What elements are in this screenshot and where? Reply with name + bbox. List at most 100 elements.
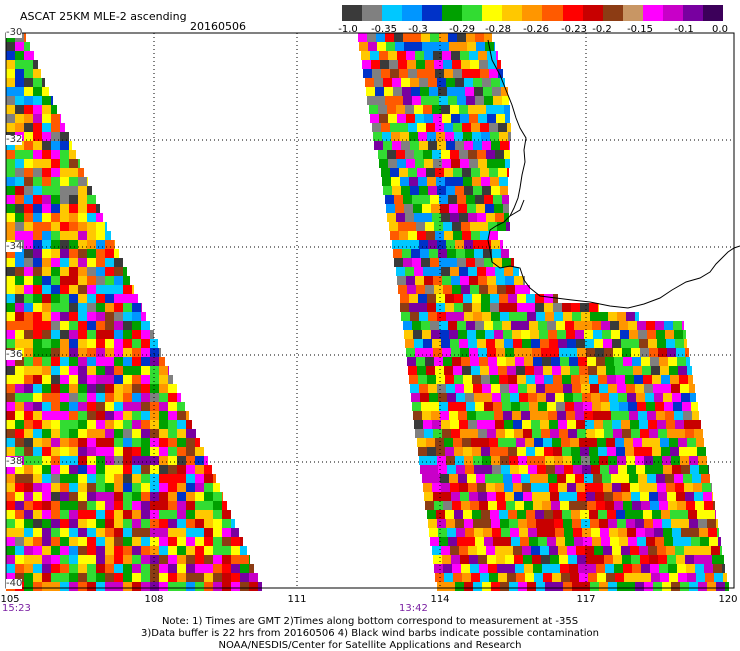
wind-cell <box>159 348 161 357</box>
wind-cell <box>426 168 435 177</box>
wind-cell <box>123 483 132 492</box>
wind-cell <box>78 213 87 222</box>
wind-cell <box>598 303 599 312</box>
wind-cell <box>439 537 448 546</box>
wind-cell <box>649 555 658 564</box>
wind-cell <box>15 357 24 366</box>
wind-cell <box>6 276 15 285</box>
wind-cell <box>87 195 96 204</box>
wind-cell <box>6 492 15 501</box>
wind-cell <box>666 339 675 348</box>
wind-cell <box>505 348 514 357</box>
wind-cell <box>477 483 486 492</box>
wind-cell <box>507 168 509 177</box>
wind-cell <box>609 465 618 474</box>
wind-cell <box>587 564 596 573</box>
wind-cell <box>78 321 87 330</box>
wind-cell <box>60 411 69 420</box>
wind-cell <box>421 33 430 42</box>
wind-cell <box>648 420 657 429</box>
wind-cell <box>503 330 512 339</box>
wind-cell <box>581 384 590 393</box>
wind-cell <box>51 123 60 132</box>
wind-cell <box>469 159 478 168</box>
wind-cell <box>505 114 510 123</box>
wind-cell <box>51 303 60 312</box>
wind-cell <box>493 537 502 546</box>
wind-cell <box>397 159 406 168</box>
wind-cell <box>709 537 718 546</box>
wind-cell <box>520 321 529 330</box>
wind-cell <box>432 150 441 159</box>
wind-cell <box>568 492 577 501</box>
wind-cell <box>540 546 549 555</box>
wind-cell <box>105 420 114 429</box>
wind-cell <box>542 357 551 366</box>
wind-cell <box>396 267 405 276</box>
wind-cell <box>430 33 439 42</box>
wind-cell <box>24 195 33 204</box>
wind-cell <box>222 492 223 501</box>
wind-cell <box>418 294 427 303</box>
wind-cell <box>195 438 200 447</box>
wind-cell <box>512 330 521 339</box>
wind-cell <box>132 303 141 312</box>
wind-cell <box>42 582 51 591</box>
wind-cell <box>454 510 463 519</box>
wind-cell <box>123 393 132 402</box>
wind-cell <box>24 213 33 222</box>
wind-cell <box>51 564 60 573</box>
wind-cell <box>434 60 443 69</box>
wind-cell <box>6 285 15 294</box>
wind-cell <box>437 141 446 150</box>
wind-cell <box>6 330 15 339</box>
wind-cell <box>554 456 563 465</box>
wind-cell <box>632 564 641 573</box>
wind-cell <box>367 33 376 42</box>
wind-cell <box>195 447 204 456</box>
wind-cell <box>114 573 123 582</box>
wind-cell <box>667 348 676 357</box>
wind-cell <box>33 285 42 294</box>
wind-cell <box>594 483 603 492</box>
time-label-left: 15:23 <box>2 603 31 614</box>
wind-cell <box>484 537 493 546</box>
wind-cell <box>24 204 33 213</box>
wind-cell <box>6 429 15 438</box>
wind-cell <box>204 474 213 483</box>
wind-cell <box>204 537 213 546</box>
wind-cell <box>419 141 428 150</box>
wind-cell <box>425 222 434 231</box>
wind-cell <box>448 402 457 411</box>
wind-cell <box>682 402 691 411</box>
wind-cell <box>664 537 673 546</box>
wind-cell <box>449 474 458 483</box>
wind-cell <box>123 582 132 591</box>
wind-cell <box>69 384 78 393</box>
wind-cell <box>60 213 69 222</box>
wind-cell <box>641 357 650 366</box>
wind-cell <box>506 501 515 510</box>
wind-cell <box>458 42 467 51</box>
wind-cell <box>371 60 380 69</box>
wind-cell <box>96 483 105 492</box>
wind-cell <box>96 339 105 348</box>
wind-cell <box>431 474 440 483</box>
wind-cell <box>514 492 523 501</box>
wind-cell <box>69 303 78 312</box>
wind-cell <box>42 267 51 276</box>
wind-cell <box>622 492 631 501</box>
wind-cell <box>213 555 222 564</box>
wind-cell <box>141 357 150 366</box>
wind-cell <box>512 474 521 483</box>
wind-cell <box>33 564 42 573</box>
wind-cell <box>453 231 462 240</box>
wind-cell <box>177 555 186 564</box>
wind-cell <box>60 150 69 159</box>
wind-cell <box>641 564 650 573</box>
wind-cell <box>434 285 443 294</box>
wind-cell <box>673 321 682 330</box>
wind-cell <box>96 456 105 465</box>
wind-cell <box>436 132 445 141</box>
wind-cell <box>596 564 605 573</box>
